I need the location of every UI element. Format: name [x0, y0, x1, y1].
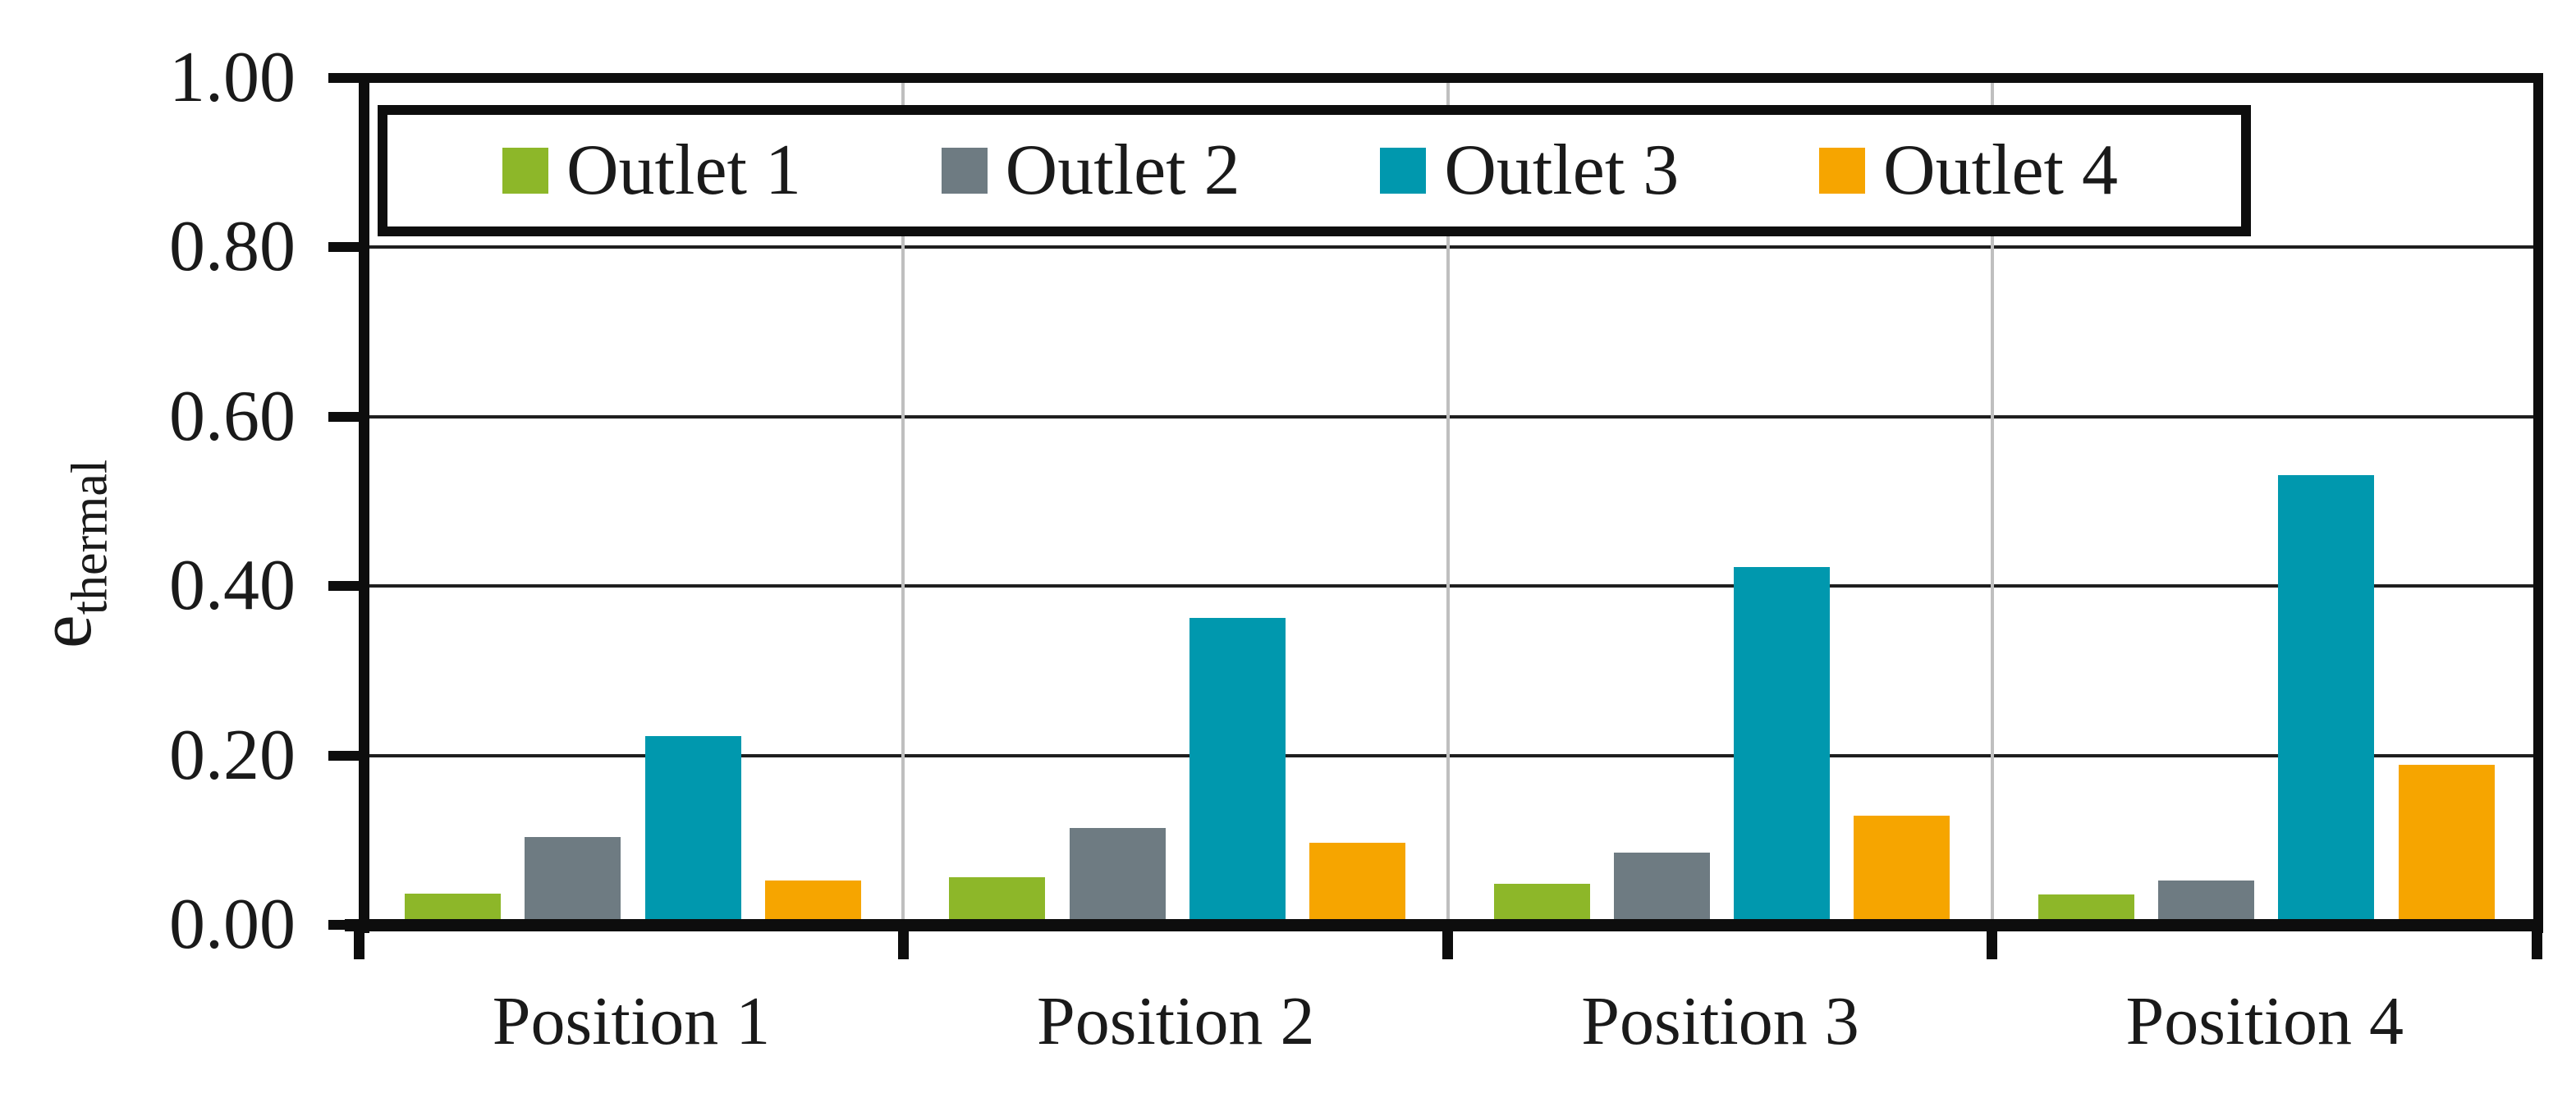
y-tick-label: 0.20	[169, 715, 296, 795]
y-axis-line	[359, 73, 369, 933]
bar-outlet-3-position-1	[645, 736, 741, 925]
legend-swatch-2	[1380, 148, 1427, 194]
y-axis-tick-0.80	[328, 242, 359, 253]
x-axis-tick-4	[2531, 925, 2542, 959]
legend-label: Outlet 2	[1005, 130, 1240, 210]
bar-outlet-2-position-3	[1614, 853, 1710, 925]
legend-swatch-1	[941, 148, 988, 194]
x-axis-tick-1	[897, 925, 909, 959]
legend-label: Outlet 3	[1444, 130, 1680, 210]
bar-outlet-4-position-4	[2399, 765, 2495, 925]
category-gridline-1	[901, 78, 905, 925]
x-category-label: Position 1	[492, 983, 771, 1059]
bar-outlet-2-position-2	[1070, 828, 1166, 925]
bar-outlet-2-position-1	[525, 837, 621, 925]
bar-outlet-2-position-4	[2158, 881, 2254, 925]
y-axis-tick-0.60	[328, 411, 359, 422]
bar-outlet-3-position-2	[1189, 618, 1286, 925]
legend-entry-outlet-1: Outlet 1	[502, 135, 801, 207]
bar-outlet-3-position-3	[1734, 567, 1830, 925]
y-axis-tick-0.40	[328, 581, 359, 592]
legend-swatch-0	[502, 148, 548, 194]
y-tick-label: 0.60	[169, 376, 296, 456]
x-category-label: Position 2	[1037, 983, 1315, 1059]
legend-entry-outlet-3: Outlet 3	[1380, 135, 1679, 207]
legend: Outlet 1 Outlet 2 Outlet 3 Outlet 4	[378, 105, 2251, 236]
x-category-label: Position 3	[1581, 983, 1859, 1059]
bar-outlet-1-position-3	[1494, 884, 1590, 925]
x-axis-line	[345, 919, 2543, 931]
plot-top-border	[359, 73, 2543, 83]
y-axis-tick-1.00	[328, 73, 359, 83]
legend-entry-outlet-2: Outlet 2	[941, 130, 1240, 210]
legend-entry-outlet-4: Outlet 4	[1819, 135, 2118, 207]
bar-outlet-3-position-4	[2278, 475, 2374, 925]
x-axis-tick-2	[1442, 925, 1453, 959]
bar-outlet-1-position-2	[949, 877, 1045, 925]
y-tick-label: 0.00	[169, 885, 296, 964]
y-tick-label: 0.80	[169, 207, 296, 287]
bar-outlet-4-position-3	[1854, 816, 1950, 925]
bar-outlet-4-position-1	[765, 881, 861, 925]
bar-outlet-4-position-2	[1309, 843, 1405, 925]
plot-right-border	[2533, 73, 2543, 933]
category-gridline-3	[1990, 78, 1994, 925]
legend-swatch-3	[1819, 148, 1866, 194]
x-axis-tick-0	[353, 925, 364, 959]
legend-label: Outlet 1	[566, 130, 801, 210]
legend-label: Outlet 4	[1883, 130, 2118, 210]
y-axis-tick-0.20	[328, 750, 359, 761]
y-tick-label: 0.40	[169, 546, 296, 626]
x-axis-tick-3	[1987, 925, 1998, 959]
y-tick-label: 1.00	[169, 38, 296, 117]
x-category-label: Position 4	[2125, 983, 2404, 1059]
category-gridline-2	[1446, 78, 1450, 925]
